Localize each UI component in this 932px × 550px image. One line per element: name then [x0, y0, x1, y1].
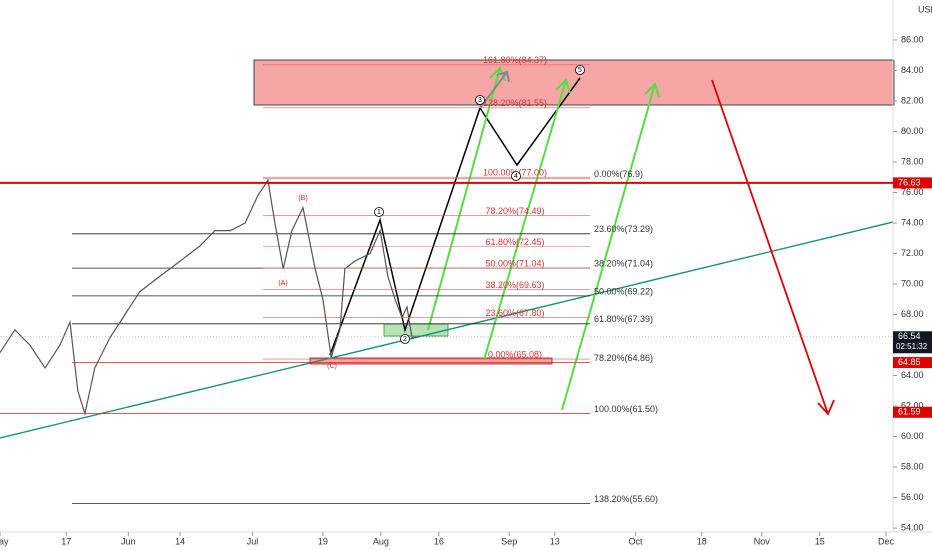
x-tick-label: Nov: [754, 536, 771, 546]
y-tick-label: 74.00: [901, 217, 924, 227]
y-tick-label: 62.00: [901, 400, 924, 410]
red-arrow: [711, 79, 835, 416]
y-tick-label: 84.00: [901, 65, 924, 75]
x-tick-label: Oct: [628, 536, 643, 546]
price-tag: [893, 177, 932, 189]
x-tick-label: 14: [175, 536, 185, 546]
wave-label: 3: [478, 97, 482, 104]
fib-label: 61.80%(72.45): [485, 237, 544, 247]
x-tick-label: 13: [550, 536, 560, 546]
wave-marker: [374, 207, 384, 217]
wave-path: [329, 77, 581, 356]
y-tick-label: 64.00: [901, 370, 924, 380]
fib-label: 78.20%(64.86): [594, 353, 653, 363]
y-tick-label: 68.00: [901, 309, 924, 319]
entry-zone: [383, 323, 449, 337]
y-tick-label: 56.00: [901, 492, 924, 502]
fib-label: 50.00%(71.04): [485, 259, 544, 269]
x-tick-label: Dec: [878, 536, 895, 546]
wave-label: 5: [578, 67, 582, 74]
trend-line: [0, 221, 894, 439]
fib-label: 50.00%(69.22): [594, 286, 653, 296]
y-tick-label: 82.00: [901, 95, 924, 105]
wave-marker: [575, 65, 585, 75]
currency: USD: [918, 4, 932, 14]
x-tick-label: 17: [61, 536, 71, 546]
fib-label: 100.00%(61.50): [594, 404, 658, 414]
fib-label: 61.80%(67.39): [594, 314, 653, 324]
y-tick-label: 78.00: [901, 156, 924, 166]
y-tick-label: 76.00: [901, 187, 924, 197]
fib-label: 38.20%(71.04): [594, 259, 653, 269]
wave-label: (C): [327, 363, 337, 370]
y-tick-label: 80.00: [901, 126, 924, 136]
x-tick-label: 19: [318, 536, 328, 546]
fib-label: 161.80%(84.37): [483, 55, 547, 65]
price-tag-label: 61.59: [898, 407, 921, 417]
support-zone: [309, 357, 553, 365]
y-tick-label: 86.00: [901, 34, 924, 44]
x-tick-label: Jul: [247, 536, 259, 546]
x-tick-label: 15: [815, 536, 825, 546]
price-tag: [893, 357, 932, 369]
y-tick-label: 70.00: [901, 278, 924, 288]
target-zone: [253, 59, 895, 106]
fib-label: 78.20%(74.49): [485, 206, 544, 216]
fib-label: 23.60%(73.29): [594, 224, 653, 234]
grey-arrow: [479, 70, 510, 109]
wave-marker: [475, 95, 485, 105]
wave-label: (B): [298, 195, 307, 202]
fib-label: 0.00%(76.9): [594, 169, 643, 179]
y-tick-label: 60.00: [901, 431, 924, 441]
x-tick-label: 18: [697, 536, 707, 546]
y-tick-label: 54.00: [901, 522, 924, 532]
y-tick-label: 58.00: [901, 461, 924, 471]
wave-label: (A): [278, 280, 287, 287]
x-tick-label: Sep: [501, 536, 517, 546]
wave-label: 1: [377, 209, 381, 216]
fib-label: 138.20%(55.60): [594, 494, 658, 504]
fib-label: 128.20%(81.55): [483, 98, 547, 108]
price-tag: [893, 406, 932, 418]
x-tick-label: Aug: [373, 536, 389, 546]
price-tag-label: 64.85: [898, 357, 921, 367]
countdown: 02:51:32: [896, 342, 928, 351]
wave-marker: [400, 334, 410, 344]
price-tag: [893, 331, 932, 354]
x-tick-label: May: [0, 536, 9, 546]
fib-label: 38.20%(69.63): [485, 280, 544, 290]
x-tick-label: Jun: [121, 536, 136, 546]
wave-label: 2: [403, 336, 407, 343]
wave-label: 4: [514, 173, 518, 180]
fib-label: 0.00%(65.08): [488, 349, 542, 359]
price-tag-label: 76.63: [898, 177, 921, 187]
price-line: [0, 178, 420, 416]
x-tick-label: 16: [434, 536, 444, 546]
fib-label: 23.60%(67.80): [485, 308, 544, 318]
wave-marker: [511, 171, 521, 181]
price-tag-label: 66.54: [898, 331, 921, 341]
y-tick-label: 72.00: [901, 248, 924, 258]
